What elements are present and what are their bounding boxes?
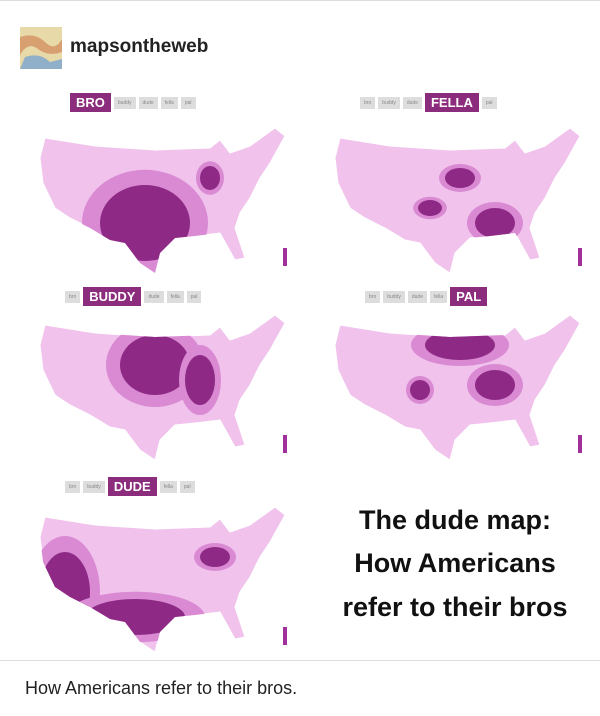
divider	[0, 660, 600, 661]
tab-row: bro buddy DUDE fella pal	[65, 477, 195, 496]
map-tab: buddy	[383, 290, 405, 303]
region-dark	[200, 166, 220, 190]
map-tab: pal	[186, 290, 202, 303]
region-dark	[40, 552, 90, 632]
map-tab: dude	[144, 290, 164, 303]
map-tab: fella	[429, 290, 448, 303]
map-regions	[406, 324, 523, 406]
map-tab: dude	[138, 96, 158, 109]
map-tab: BUDDY	[83, 287, 142, 306]
us-map	[39, 314, 287, 461]
title-line: The dude map:	[358, 505, 551, 535]
map-tab: buddy	[378, 96, 400, 109]
region-dark	[185, 355, 215, 405]
map-tab: PAL	[450, 287, 488, 306]
region-dark	[425, 330, 495, 360]
region-dark	[100, 185, 190, 261]
map-regions	[106, 323, 221, 415]
map-regions	[413, 164, 523, 244]
map-tab: fella	[166, 290, 184, 303]
map-tab: bro	[65, 290, 81, 303]
title-line: How Americans	[354, 548, 556, 578]
map-tab: bro	[365, 290, 381, 303]
region-dark	[475, 370, 515, 400]
map-tab: FELLA	[424, 93, 479, 112]
region-dark	[475, 208, 515, 238]
map-tab: bro	[65, 480, 81, 493]
tab-row: bro buddy dude fella PAL	[365, 287, 488, 306]
tab-row: BRO buddy dude fella pal	[70, 93, 196, 112]
map-tab: dude	[407, 290, 427, 303]
legend-bar	[283, 627, 287, 645]
map-tab: fella	[160, 96, 178, 109]
tab-row: bro BUDDY dude fella pal	[65, 287, 202, 306]
top-border	[0, 0, 600, 1]
us-map	[39, 127, 287, 274]
legend-bar	[578, 248, 582, 266]
legend-bar	[283, 248, 287, 266]
maps-image	[39, 127, 582, 653]
region-dark	[120, 335, 190, 395]
region-dark	[445, 168, 475, 188]
region-dark	[410, 380, 430, 400]
map-tab: dude	[402, 96, 422, 109]
map-tab: fella	[159, 480, 177, 493]
map-base	[334, 127, 581, 274]
region-dark	[200, 547, 230, 567]
tab-row: bro buddy dude FELLA pal	[360, 93, 497, 112]
legend-bar	[283, 435, 287, 453]
map-tab: pal	[481, 96, 497, 109]
region-dark	[418, 200, 442, 216]
us-map	[334, 314, 582, 461]
map-tab: pal	[180, 96, 196, 109]
avatar[interactable]	[20, 27, 62, 69]
map-tab: bro	[360, 96, 376, 109]
map-tab: BRO	[70, 93, 111, 112]
map-tab: DUDE	[107, 477, 157, 496]
region-dark	[85, 599, 185, 635]
caption: How Americans refer to their bros.	[25, 678, 298, 698]
map-tab: buddy	[83, 480, 105, 493]
us-map	[39, 506, 287, 653]
map-tab: buddy	[113, 96, 136, 109]
us-map	[334, 127, 582, 274]
legend-bar	[578, 435, 582, 453]
map-base	[334, 314, 581, 461]
map-tab: pal	[179, 480, 195, 493]
title-line: refer to their bros	[342, 592, 568, 622]
username[interactable]: mapsontheweb	[70, 36, 209, 57]
